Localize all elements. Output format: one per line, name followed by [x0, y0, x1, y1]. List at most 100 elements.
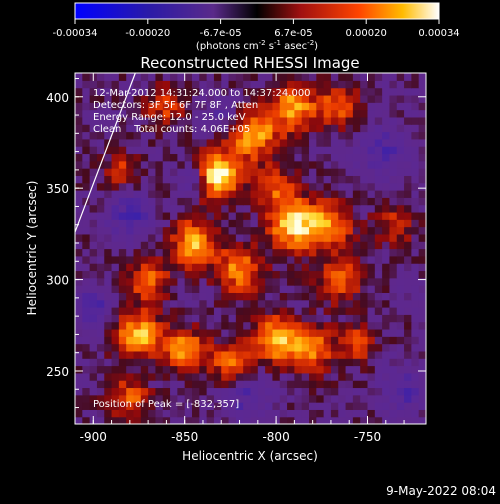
heatmap-cell — [177, 175, 186, 184]
heatmap-cell — [265, 116, 274, 125]
heatmap-cell — [221, 380, 230, 389]
heatmap-cell — [345, 219, 354, 228]
heatmap-cell — [330, 233, 339, 242]
heatmap-cell — [126, 380, 135, 389]
heatmap-cell — [199, 153, 208, 162]
heatmap-cell — [360, 233, 369, 242]
colorbar-tick-label: -0.00020 — [125, 28, 170, 39]
heatmap-cell — [287, 307, 295, 315]
heatmap-cell — [243, 380, 252, 389]
heatmap-cell — [382, 219, 391, 228]
heatmap-cell — [345, 87, 354, 96]
heatmap-cell — [162, 87, 171, 96]
heatmap-cell — [404, 358, 412, 367]
heatmap-cell — [265, 160, 274, 169]
heatmap-cell — [411, 124, 420, 133]
heatmap-cell — [367, 299, 376, 308]
heatmap-cell — [338, 328, 347, 337]
heatmap-cell — [411, 241, 420, 250]
heatmap-cell — [155, 263, 164, 272]
heatmap-cell — [221, 350, 230, 359]
heatmap-cell — [118, 394, 127, 403]
heatmap-cell — [294, 255, 303, 264]
heatmap-cell — [243, 387, 252, 396]
heatmap-cell — [89, 343, 98, 352]
heatmap-cell — [184, 160, 193, 169]
heatmap-cell — [243, 226, 252, 235]
heatmap-cell — [330, 409, 339, 418]
heatmap-cell — [213, 314, 222, 323]
heatmap-cell — [257, 350, 266, 359]
heatmap-cell — [316, 336, 325, 345]
heatmap-cell — [418, 138, 426, 147]
heatmap-cell — [235, 248, 244, 257]
heatmap-cell — [330, 255, 339, 264]
heatmap-cell — [111, 175, 120, 184]
heatmap-cell — [265, 182, 274, 191]
heatmap-cell — [374, 350, 383, 359]
heatmap-cell — [104, 372, 113, 381]
heatmap-cell — [111, 160, 120, 169]
heatmap-cell — [265, 131, 274, 140]
heatmap-cell — [301, 94, 310, 103]
heatmap-cell — [345, 197, 354, 206]
heatmap-cell — [272, 124, 281, 133]
heatmap-cell — [235, 409, 244, 418]
heatmap-cell — [199, 197, 208, 206]
heatmap-cell — [243, 336, 252, 345]
heatmap-cell — [235, 270, 244, 279]
heatmap-cell — [235, 263, 244, 272]
heatmap-cell — [213, 299, 222, 308]
heatmap-cell — [352, 350, 361, 359]
heatmap-cell — [206, 277, 215, 286]
heatmap-cell — [396, 138, 405, 147]
heatmap-cell — [411, 387, 420, 396]
heatmap-cell — [250, 321, 259, 330]
heatmap-cell — [382, 372, 391, 381]
heatmap-cell — [111, 387, 120, 396]
heatmap-cell — [265, 211, 274, 220]
heatmap-cell — [323, 321, 332, 330]
heatmap-cell — [235, 402, 244, 410]
heatmap-cell — [162, 190, 171, 198]
heatmap-cell — [104, 285, 113, 293]
heatmap-cell — [140, 372, 149, 381]
heatmap-cell — [265, 94, 274, 103]
heatmap-cell — [228, 365, 237, 374]
heatmap-cell — [75, 153, 83, 162]
heatmap-cell — [213, 131, 222, 140]
heatmap-cell — [75, 299, 83, 308]
heatmap-cell — [82, 358, 91, 367]
heatmap-cell — [404, 109, 412, 118]
heatmap-cell — [272, 336, 281, 345]
heatmap-cell — [89, 241, 98, 250]
heatmap-cell — [265, 307, 274, 315]
heatmap-cell — [221, 146, 230, 155]
heatmap-cell — [389, 270, 398, 279]
heatmap-cell — [170, 73, 178, 81]
heatmap-cell — [396, 336, 405, 345]
heatmap-cell — [404, 314, 412, 323]
heatmap-cell — [213, 307, 222, 315]
heatmap-cell — [382, 160, 391, 169]
heatmap-cell — [367, 387, 376, 396]
heatmap-cell — [367, 277, 376, 286]
heatmap-cell — [374, 73, 383, 81]
heatmap-cell — [89, 153, 98, 162]
heatmap-cell — [279, 80, 288, 89]
heatmap-cell — [243, 146, 252, 155]
heatmap-cell — [148, 416, 157, 424]
heatmap-cell — [360, 219, 369, 228]
heatmap-cell — [396, 255, 405, 264]
heatmap-cell — [323, 387, 332, 396]
heatmap-cell — [192, 160, 200, 169]
heatmap-cell — [228, 402, 237, 410]
heatmap-cell — [89, 299, 98, 308]
heatmap-cell — [323, 277, 332, 286]
heatmap-cell — [221, 131, 230, 140]
heatmap-cell — [396, 402, 405, 410]
heatmap-cell — [133, 241, 142, 250]
heatmap-cell — [104, 248, 113, 257]
heatmap-cell — [184, 299, 193, 308]
heatmap-cell — [184, 394, 193, 403]
